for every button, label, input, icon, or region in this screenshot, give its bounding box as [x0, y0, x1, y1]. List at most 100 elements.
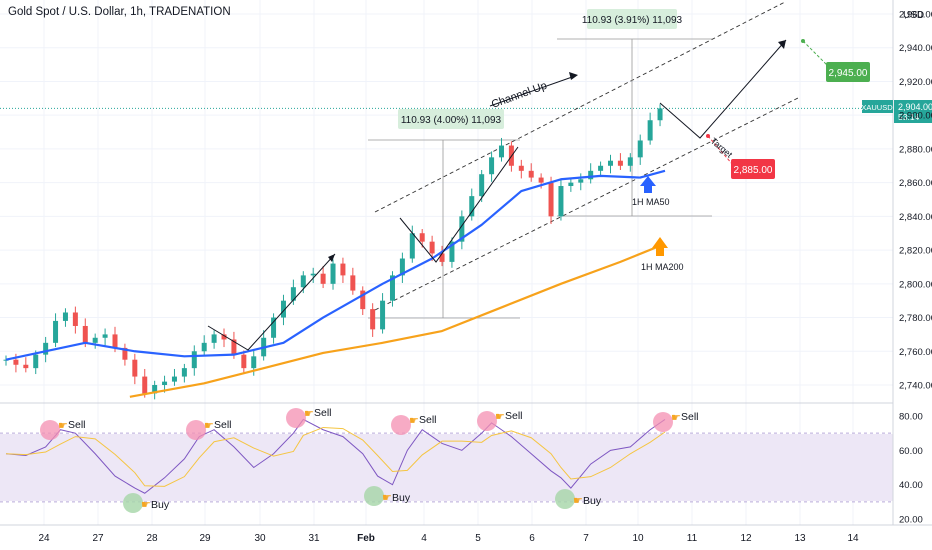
- buy-hand-icon: ☛: [573, 495, 583, 507]
- price-tick-label: 2,760.00: [899, 347, 932, 358]
- candle-body: [102, 334, 108, 338]
- annotations: Channel Up 2,945.00 Target 2,885.00 1H MA50 1…: [207, 39, 932, 351]
- sell-label: Sell: [314, 407, 332, 419]
- buy-label: Buy: [151, 499, 170, 511]
- x-tick-label: Feb: [357, 533, 375, 544]
- candle-body: [251, 356, 257, 369]
- measure-box-1: [398, 109, 504, 129]
- x-tick-label: 11: [687, 533, 698, 544]
- sell-circle: [477, 411, 497, 431]
- channel-label: Channel Up: [490, 80, 549, 111]
- candle-body: [528, 170, 534, 178]
- candle-body: [548, 182, 554, 217]
- candle-body: [389, 275, 395, 301]
- target-down-dot: [706, 134, 710, 138]
- candle-body: [82, 325, 88, 343]
- measure-label-1: 110.93 (4.00%) 11,093: [401, 115, 502, 126]
- countdown-label: 53:14: [898, 112, 920, 122]
- x-tick-label: 28: [146, 533, 158, 544]
- candle-body: [13, 359, 19, 365]
- x-tick-label: 4: [421, 533, 427, 544]
- price-tick-label: 2,960.00: [899, 10, 932, 21]
- candle-body: [290, 287, 296, 301]
- x-tick-label: 5: [475, 533, 481, 544]
- sell-circle: [186, 420, 206, 440]
- ma200-line: [129, 244, 663, 398]
- candle-body: [360, 290, 366, 310]
- buy-hand-icon: ☛: [141, 499, 151, 511]
- sell-hand-icon: ☛: [671, 412, 681, 424]
- candle-body: [310, 273, 316, 276]
- price-tick-label: 2,920.00: [899, 77, 932, 88]
- price-tick-label: 2,880.00: [899, 144, 932, 155]
- target-down-box: [731, 159, 775, 179]
- candle-body: [53, 320, 59, 343]
- symbol-box: [862, 100, 893, 113]
- sell-hand-icon: ☛: [304, 408, 314, 420]
- candle-body: [607, 160, 613, 166]
- candle-body: [598, 165, 604, 171]
- target-down-label: 2,885.00: [734, 165, 773, 176]
- sell-label: Sell: [68, 419, 86, 431]
- price-tick-label: 2,860.00: [899, 178, 932, 189]
- candle-body: [380, 300, 386, 330]
- chart-title: Gold Spot / U.S. Dollar, 1h, TRADENATION: [8, 6, 231, 18]
- sell-label: Sell: [214, 419, 232, 431]
- sell-hand-icon: ☛: [58, 420, 68, 432]
- candle-body: [588, 170, 594, 180]
- projection-path: [659, 39, 787, 139]
- price-tick-label: 2,840.00: [899, 212, 932, 223]
- candle-body: [62, 312, 68, 321]
- candle-body: [132, 359, 138, 377]
- candle-body: [538, 177, 544, 183]
- x-tick-label: 13: [794, 533, 806, 544]
- price-tick-label: 2,740.00: [899, 381, 932, 392]
- measure-label-2: 110.93 (3.91%) 11,093: [582, 15, 683, 26]
- swing-path-2: [399, 146, 519, 263]
- candle-body: [231, 339, 237, 355]
- sell-label: Sell: [681, 411, 699, 423]
- candle-body: [142, 376, 148, 394]
- x-tick-label: 30: [254, 533, 266, 544]
- candle-body: [171, 376, 177, 382]
- buy-label: Buy: [392, 492, 411, 504]
- swing-path-1: [207, 253, 336, 351]
- price-tick-label: 2,780.00: [899, 313, 932, 324]
- candle-body: [498, 145, 504, 158]
- candle-body: [152, 385, 158, 394]
- channel-arrowhead: [569, 72, 578, 80]
- buy-circle: [123, 493, 143, 513]
- buy-label: Buy: [583, 495, 602, 507]
- candle-body: [657, 108, 663, 121]
- buy-circle: [555, 489, 575, 509]
- candle-body: [191, 351, 197, 369]
- ma50-arrow: [640, 176, 656, 193]
- x-tick-label: 27: [92, 533, 104, 544]
- candle-body: [469, 196, 475, 217]
- candle-body: [33, 354, 39, 369]
- axes: 24 27 28 29 30 31 Feb 4 5 6 7 10 11 12 13 14 2,960.00 2,9…: [38, 10, 932, 545]
- buy-hand-icon: ☛: [382, 492, 392, 504]
- target-up-label: 2,945.00: [829, 68, 868, 79]
- sell-label: Sell: [505, 410, 523, 422]
- x-tick-label: 12: [740, 533, 752, 544]
- candle-body: [350, 275, 356, 291]
- candle-body: [409, 233, 415, 259]
- candle-body: [340, 263, 346, 276]
- candle-body: [72, 312, 78, 326]
- ma200-label: 1H MA200: [641, 262, 684, 272]
- candle-body: [23, 364, 29, 369]
- rsi-tick-label: 80.00: [899, 412, 923, 423]
- candle-body: [3, 359, 9, 361]
- currency-label: USD: [903, 10, 924, 21]
- candle-body: [181, 368, 187, 377]
- sell-hand-icon: ☛: [204, 420, 214, 432]
- swing-arrowhead-1: [328, 254, 335, 262]
- projection-arrowhead: [778, 40, 786, 49]
- channel-lines: [374, 1, 801, 311]
- rsi-tick-label: 60.00: [899, 446, 923, 457]
- target-up-box: [826, 62, 870, 82]
- measure-boxes: 110.93 (4.00%) 11,093 110.93 (3.91%) 11,0…: [368, 9, 712, 319]
- measure-box-2: [587, 9, 677, 29]
- sell-label: Sell: [419, 414, 437, 426]
